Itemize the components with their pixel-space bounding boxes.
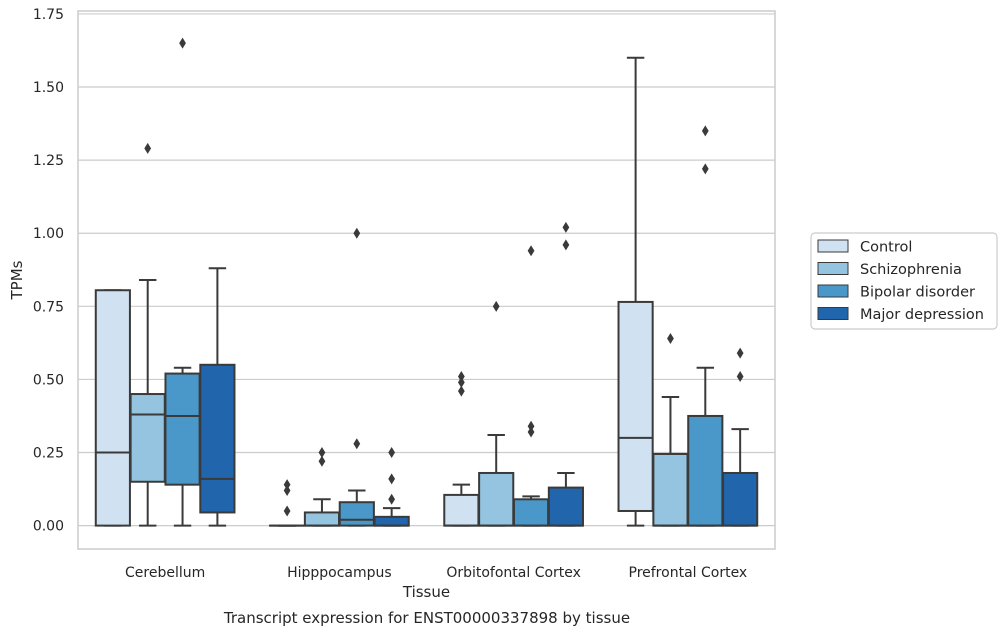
outlier-point bbox=[388, 447, 396, 459]
outlier-point bbox=[701, 125, 709, 137]
outlier-point bbox=[701, 163, 709, 175]
y-tick-label: 0.50 bbox=[33, 372, 64, 388]
y-axis-label: TPMs bbox=[8, 260, 26, 300]
outlier-point bbox=[736, 347, 744, 359]
outlier-point bbox=[179, 37, 186, 49]
box-body bbox=[478, 471, 515, 527]
legend-swatch bbox=[817, 262, 849, 275]
outlier-point bbox=[736, 370, 744, 382]
x-tick-label: Prefrontal Cortex bbox=[629, 565, 748, 581]
box-series bbox=[94, 37, 759, 527]
outlier-point bbox=[388, 493, 396, 505]
box-schizophrenia bbox=[129, 142, 166, 527]
box-control bbox=[94, 289, 131, 527]
legend: Control Schizophrenia Bipolar disorder Majo… bbox=[810, 232, 998, 330]
outlier-point bbox=[388, 473, 396, 485]
outlier-point bbox=[144, 142, 152, 154]
box-bipolar-disorder bbox=[687, 125, 724, 527]
y-tick-labels: 0.00 0.25 0.50 0.75 1.00 1.25 1.50 1.75 bbox=[33, 7, 64, 535]
box-bipolar-disorder bbox=[164, 37, 201, 527]
box-body bbox=[129, 393, 166, 483]
box-control bbox=[443, 370, 480, 527]
y-tick-label: 1.25 bbox=[33, 153, 64, 169]
box-schizophrenia bbox=[478, 300, 515, 527]
legend-label: Control bbox=[860, 240, 912, 256]
chart-title: Transcript expression for ENST0000033789… bbox=[223, 609, 630, 627]
legend-label: Major depression bbox=[860, 307, 984, 323]
box-body bbox=[617, 300, 654, 512]
outlier-point bbox=[353, 438, 361, 450]
box-control bbox=[269, 479, 306, 527]
box-schizophrenia bbox=[303, 447, 341, 527]
x-axis-label: Tissue bbox=[402, 583, 450, 601]
outlier-point bbox=[562, 221, 570, 233]
outlier-point bbox=[283, 505, 291, 517]
y-tick-label: 0.75 bbox=[33, 299, 64, 315]
outlier-point bbox=[318, 455, 326, 467]
outlier-point bbox=[492, 300, 500, 312]
box-body bbox=[722, 471, 759, 527]
legend-label: Schizophrenia bbox=[860, 262, 962, 278]
box-body bbox=[199, 363, 236, 514]
box-body bbox=[94, 289, 131, 527]
outlier-point bbox=[353, 227, 361, 239]
legend-frame bbox=[810, 232, 998, 330]
y-tick-label: 0.25 bbox=[33, 446, 64, 462]
box-control bbox=[617, 56, 654, 527]
outlier-point bbox=[527, 420, 535, 432]
box-body bbox=[443, 493, 480, 527]
box-major-depression bbox=[199, 267, 236, 527]
box-body bbox=[303, 511, 341, 527]
outlier-point bbox=[457, 370, 465, 382]
outlier-point bbox=[283, 479, 291, 491]
y-tick-label: 0.00 bbox=[33, 519, 64, 535]
box-body bbox=[164, 372, 201, 486]
outlier-point bbox=[457, 376, 465, 388]
outlier-point bbox=[667, 332, 674, 344]
box-body bbox=[338, 501, 375, 527]
y-tick-label: 1.75 bbox=[33, 7, 64, 23]
box-body bbox=[547, 486, 584, 527]
x-tick-label: Hipppocampus bbox=[287, 565, 392, 581]
x-tick-label: Orbitofontal Cortex bbox=[446, 565, 581, 581]
y-tick-label: 1.50 bbox=[33, 80, 64, 96]
legend-label: Bipolar disorder bbox=[860, 285, 975, 301]
box-bipolar-disorder bbox=[338, 227, 375, 527]
legend-swatch bbox=[817, 239, 849, 253]
y-tick-label: 1.00 bbox=[33, 226, 64, 242]
x-tick-label: Cerebellum bbox=[125, 565, 205, 581]
box-schizophrenia bbox=[652, 332, 689, 527]
box-body bbox=[373, 515, 410, 527]
box-body bbox=[687, 414, 724, 527]
outlier-point bbox=[527, 426, 535, 438]
outlier-point bbox=[562, 239, 570, 251]
box-major-depression bbox=[373, 447, 410, 527]
plot-frame bbox=[77, 10, 776, 550]
outlier-point bbox=[457, 385, 465, 397]
outlier-point bbox=[527, 245, 535, 257]
box-major-depression bbox=[722, 347, 759, 527]
box-body bbox=[652, 452, 689, 527]
legend-swatch bbox=[817, 307, 849, 320]
legend-swatch bbox=[817, 284, 849, 298]
x-tick-labels: Cerebellum Hipppocampus Orbitofontal Corte… bbox=[125, 565, 747, 581]
outlier-point bbox=[318, 447, 326, 459]
outlier-point bbox=[283, 485, 291, 497]
box-bipolar-disorder bbox=[512, 245, 550, 527]
box-body bbox=[512, 498, 550, 527]
box-major-depression bbox=[547, 221, 584, 527]
